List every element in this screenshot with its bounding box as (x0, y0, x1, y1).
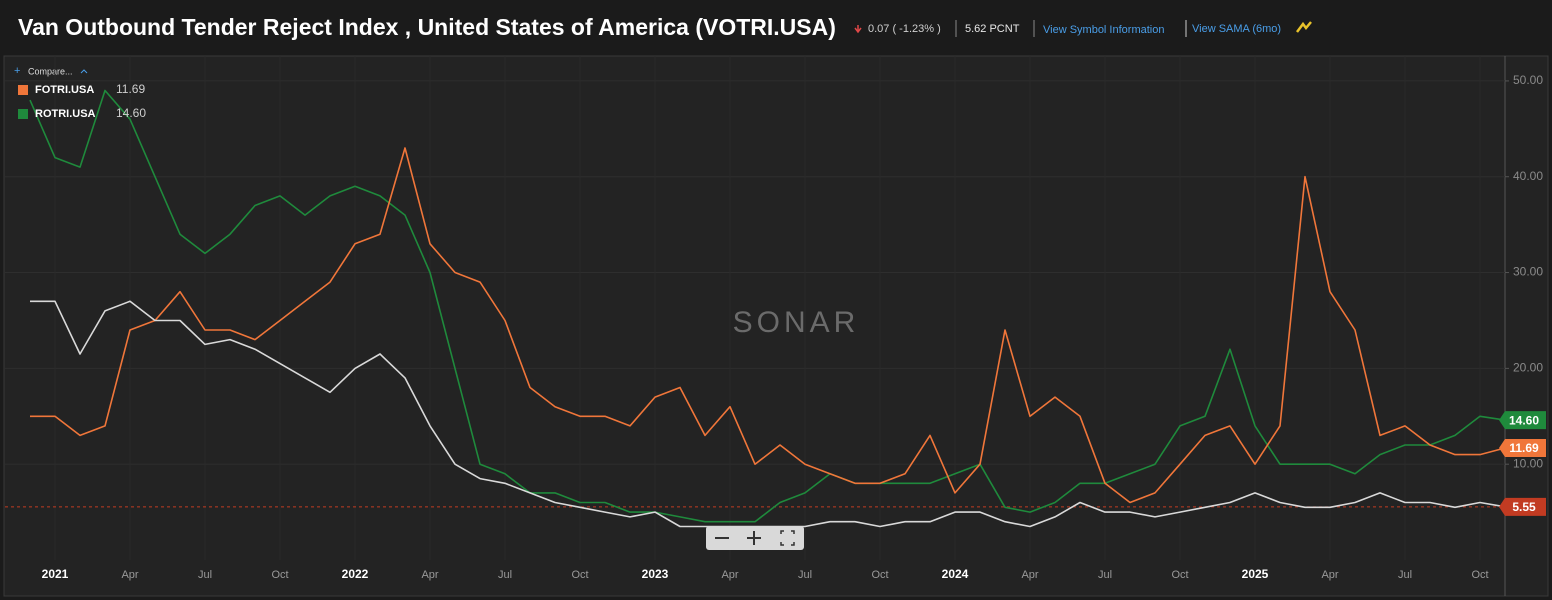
x-tick-label: Oct (271, 569, 288, 581)
x-tick-label: Oct (1171, 569, 1188, 581)
zoom-controls (706, 526, 804, 550)
x-tick-label: 2025 (1242, 567, 1269, 581)
legend-name: FOTRI.USA (35, 84, 94, 96)
x-tick-label: Jul (498, 569, 512, 581)
y-tick-label: 20.00 (1513, 361, 1543, 375)
zoom-in[interactable] (747, 531, 761, 545)
x-tick-label: Apr (1021, 569, 1038, 581)
x-tick-label: Apr (121, 569, 138, 581)
x-tick-label: Apr (1321, 569, 1338, 581)
watermark: SONAR (733, 306, 860, 339)
change: 0.07 ( -1.23% ) (868, 23, 941, 35)
y-tick-label: 10.00 (1513, 456, 1543, 470)
current-value: 5.62 PCNT (965, 23, 1020, 35)
legend-swatch (18, 109, 28, 119)
legend-name: ROTRI.USA (35, 108, 96, 120)
x-tick-label: Apr (421, 569, 438, 581)
x-tick-label: Oct (871, 569, 888, 581)
last-value-label: 11.69 (1509, 441, 1539, 455)
x-tick-label: Jul (198, 569, 212, 581)
x-tick-label: Oct (571, 569, 588, 581)
x-tick-label: Oct (1471, 569, 1488, 581)
symbol-link[interactable]: View Symbol Information (1043, 24, 1164, 36)
y-tick-label: 30.00 (1513, 265, 1543, 279)
chart-title: Van Outbound Tender Reject Index , Unite… (18, 14, 836, 40)
x-tick-label: Jul (1098, 569, 1112, 581)
compare-button[interactable]: Compare... (28, 66, 73, 76)
x-tick-label: Apr (721, 569, 738, 581)
legend-value: 14.60 (116, 106, 146, 120)
x-tick-label: 2023 (642, 567, 669, 581)
legend-swatch (18, 85, 28, 95)
last-value-box (1499, 438, 1546, 457)
down-arrow (854, 25, 862, 34)
compare-caret (80, 69, 88, 74)
sama-icon (1296, 21, 1312, 33)
last-value-box (1499, 411, 1546, 430)
series-line (30, 147, 1506, 504)
zoom-reset[interactable] (780, 530, 795, 546)
x-tick-label: Jul (1398, 569, 1412, 581)
x-tick-label: 2024 (942, 567, 969, 581)
last-value-label: 14.60 (1509, 413, 1539, 427)
x-tick-label: 2021 (42, 567, 69, 581)
x-tick-label: 2022 (342, 567, 369, 581)
last-value-label: 5.55 (1512, 500, 1536, 514)
sama-link[interactable]: View SAMA (6mo) (1192, 23, 1281, 35)
legend-value: 11.69 (116, 82, 145, 96)
series-line (29, 89, 1506, 523)
last-value-box (1499, 497, 1546, 516)
y-tick-label: 50.00 (1513, 73, 1543, 87)
x-tick-label: Jul (798, 569, 812, 581)
compare-plus: + (14, 65, 20, 77)
y-tick-label: 40.00 (1513, 169, 1543, 183)
